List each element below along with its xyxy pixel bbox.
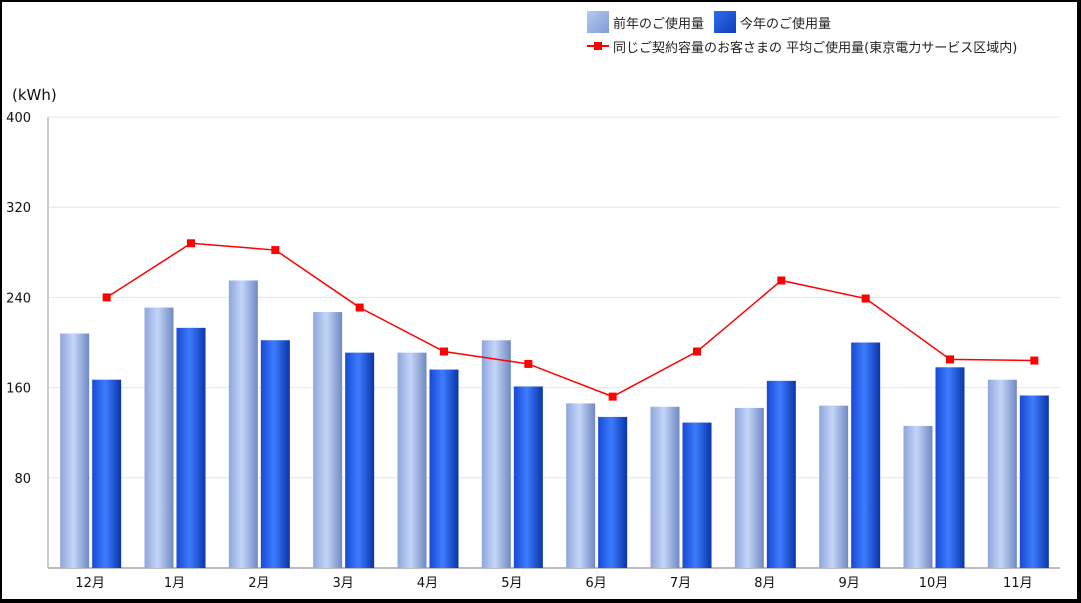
bar-current-year <box>513 386 543 568</box>
prev-year-swatch-icon <box>587 11 609 33</box>
bar-prev-year <box>144 307 174 568</box>
bar-prev-year <box>734 407 764 568</box>
legend: 前年のご使用量 今年のご使用量 同じご契約容量のお客さまの 平均ご使用量(東京電… <box>587 10 1017 58</box>
bar-current-year <box>682 422 712 568</box>
bar-prev-year <box>566 403 596 568</box>
average-marker-icon <box>355 303 364 312</box>
x-tick-label: 4月 <box>417 576 438 591</box>
bar-current-year <box>935 367 965 568</box>
y-tick-label: 80 <box>14 472 31 487</box>
x-tick-label: 6月 <box>586 576 607 591</box>
average-marker-icon <box>946 355 954 364</box>
average-marker-icon <box>524 359 533 368</box>
bar-prev-year <box>819 405 849 568</box>
bar-current-year <box>766 380 796 568</box>
bar-prev-year <box>60 333 90 568</box>
bar-current-year <box>92 379 122 568</box>
x-tick-label: 10月 <box>919 576 949 591</box>
y-axis-unit: (kWh) <box>12 86 57 104</box>
x-tick-label: 12月 <box>75 576 105 591</box>
x-tick-label: 5月 <box>501 576 522 591</box>
x-tick-label: 1月 <box>164 576 185 591</box>
legend-prev-label: 前年のご使用量 <box>613 16 705 32</box>
average-marker-icon <box>1030 356 1039 365</box>
average-marker-icon <box>102 293 111 302</box>
x-tick-label: 9月 <box>839 576 860 591</box>
x-tick-label: 7月 <box>670 576 691 591</box>
y-tick-label: 400 <box>6 111 31 126</box>
x-tick-label: 8月 <box>754 576 775 591</box>
average-marker-icon <box>608 392 617 401</box>
bar-current-year <box>429 369 459 568</box>
bar-prev-year <box>481 340 511 568</box>
average-marker-icon <box>440 347 448 356</box>
current-year-swatch-icon <box>714 11 737 33</box>
bar-prev-year <box>987 379 1017 568</box>
y-tick-label: 240 <box>6 291 31 306</box>
x-tick-label: 2月 <box>248 576 269 591</box>
bar-current-year <box>176 327 206 568</box>
bar-current-year <box>260 340 290 568</box>
bar-prev-year <box>313 312 343 568</box>
x-tick-label: 3月 <box>333 576 354 591</box>
bar-prev-year <box>397 352 427 568</box>
bar-prev-year <box>228 280 258 568</box>
bar-current-year <box>345 352 375 568</box>
bar-prev-year <box>903 425 933 568</box>
bar-current-year <box>851 342 881 568</box>
bar-prev-year <box>650 406 680 568</box>
x-tick-label: 11月 <box>1003 576 1033 591</box>
average-marker-icon <box>693 347 701 356</box>
bar-current-year <box>598 416 628 568</box>
legend-avg-label: 同じご契約容量のお客さまの 平均ご使用量(東京電力サービス区域内) <box>613 40 1018 56</box>
average-marker-icon <box>861 294 870 303</box>
legend-curr-label: 今年のご使用量 <box>740 16 832 32</box>
average-line <box>106 242 1035 398</box>
bar-current-year <box>1019 395 1049 568</box>
average-marker-icon <box>187 239 195 248</box>
y-tick-label: 320 <box>6 201 31 216</box>
average-marker-icon <box>271 246 280 255</box>
average-marker-icon <box>777 276 786 285</box>
y-tick-label: 160 <box>6 382 31 397</box>
average-line-marker-icon <box>587 41 609 51</box>
